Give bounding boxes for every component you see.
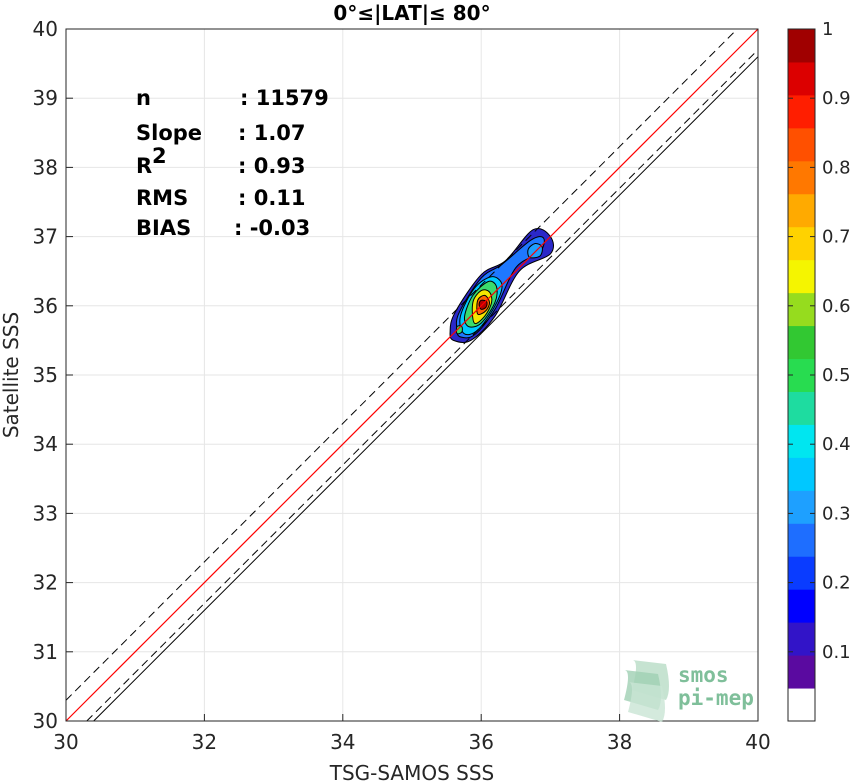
colorbar-tick-label: 0.1 — [822, 642, 851, 663]
y-tick-label: 37 — [33, 225, 58, 249]
stat-value: : -0.03 — [234, 216, 310, 240]
logo-waves-icon — [624, 660, 669, 722]
colorbar-tick-label: 1 — [822, 19, 833, 40]
x-tick-labels: 30 32 34 36 38 40 — [53, 730, 770, 754]
colorbar-segment — [788, 127, 815, 162]
y-tick-label: 36 — [33, 294, 58, 318]
colorbar-segment — [788, 424, 815, 458]
colorbar-tick-label: 0.7 — [822, 227, 851, 248]
y-tick-label: 31 — [33, 640, 58, 664]
y-tick-label: 32 — [33, 571, 58, 595]
colorbar-segment — [788, 589, 815, 623]
colorbar-segment — [788, 556, 815, 590]
colorbar-segment — [788, 61, 815, 96]
colorbar-segment — [788, 226, 815, 261]
stat-value: : 0.11 — [238, 186, 306, 210]
colorbar-tick-label: 0.2 — [822, 573, 851, 594]
colorbar-tick-label: 0.6 — [822, 296, 851, 317]
x-tick-label: 32 — [192, 730, 217, 754]
stat-value: : 1.07 — [238, 121, 306, 145]
colorbar-segment — [788, 193, 815, 228]
density-contour — [455, 325, 463, 335]
colorbar-segment — [788, 259, 815, 294]
y-tick-label: 35 — [33, 363, 58, 387]
x-tick-label: 30 — [53, 730, 78, 754]
x-tick-label: 34 — [330, 730, 355, 754]
stat-superscript: 2 — [152, 144, 167, 168]
plot-frame — [65, 28, 759, 722]
colorbar-segment — [788, 655, 815, 689]
upper-band-line — [65, 28, 738, 701]
colorbar: 0.1 0.2 0.3 0.4 0.5 0.6 0.7 0.8 0.9 1 — [787, 19, 851, 722]
colorbar-tick-label: 0.5 — [822, 365, 851, 386]
stat-label: RMS — [136, 186, 188, 210]
y-tick-label: 33 — [33, 501, 58, 525]
colorbar-tick-label: 0.9 — [822, 88, 851, 109]
x-tick-label: 40 — [745, 730, 770, 754]
y-tick-label: 38 — [33, 155, 58, 179]
colorbar-segment — [788, 29, 815, 63]
colorbar-tick-label: 0.4 — [822, 434, 851, 455]
identity-line — [93, 56, 759, 722]
y-tick-label: 39 — [33, 86, 58, 110]
colorbar-segment — [788, 391, 815, 425]
chart-title: 0°≤|LAT|≤ 80° — [333, 1, 490, 25]
colorbar-segment — [788, 94, 815, 129]
colorbar-segment — [788, 292, 815, 327]
colorbar-segment — [788, 325, 815, 360]
statistics-box: n : 11579 Slope : 1.07 R 2 : 0.93 RMS : 0.11 BIAS… — [136, 86, 329, 240]
y-tick-label: 40 — [33, 17, 58, 41]
logo-line1: smos — [678, 663, 729, 687]
colorbar-tick-label: 0.3 — [822, 503, 851, 524]
logo-line2: pi-mep — [678, 686, 754, 710]
x-tick-label: 36 — [468, 730, 493, 754]
stat-value: : 11579 — [240, 86, 329, 110]
stat-label: BIAS — [136, 216, 191, 240]
stat-label: n — [136, 86, 151, 110]
y-tick-label: 30 — [33, 709, 58, 733]
y-axis-label: Satellite SSS — [0, 312, 23, 438]
stat-label: R — [136, 154, 152, 178]
y-tick-labels: 30 31 32 33 34 35 36 37 38 39 40 — [33, 17, 58, 733]
lower-band-line — [86, 49, 759, 722]
colorbar-segment — [788, 523, 815, 557]
colorbar-segment — [788, 457, 815, 491]
regression-line — [65, 28, 759, 722]
stat-value: : 0.93 — [238, 154, 306, 178]
colorbar-segment — [788, 160, 815, 195]
x-tick-label: 38 — [607, 730, 632, 754]
colorbar-segment — [788, 688, 815, 722]
reference-lines — [65, 28, 759, 722]
x-axis-label: TSG-SAMOS SSS — [329, 761, 495, 784]
y-tick-label: 34 — [33, 432, 58, 456]
smos-pi-mep-logo: smos pi-mep — [624, 660, 754, 722]
colorbar-segment — [788, 622, 815, 656]
density-contour — [527, 242, 543, 259]
colorbar-segment — [788, 490, 815, 524]
colorbar-tick-label: 0.8 — [822, 157, 851, 178]
stat-label: Slope — [136, 121, 202, 145]
